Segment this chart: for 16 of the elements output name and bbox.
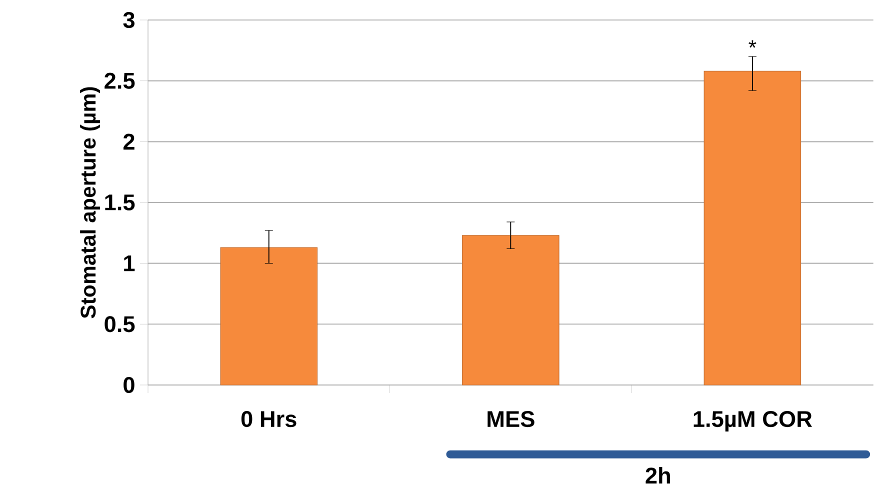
- y-tick-label: 0.5: [104, 316, 135, 332]
- y-tick-label: 3: [123, 12, 134, 28]
- y-tick-label: 0: [124, 376, 134, 394]
- annotation: *: [748, 40, 756, 48]
- bar: [462, 235, 560, 386]
- x-tick-label: MES: [488, 411, 534, 428]
- y-tick-label: 2.5: [104, 72, 135, 89]
- y-axis-title: Stomatal aperture (µm): [80, 87, 100, 318]
- bar: [220, 247, 318, 386]
- y-tick-label: 2: [123, 134, 134, 150]
- x-tick-label: 1.5µM COR: [694, 411, 812, 432]
- x-tick-label: 0 Hrs: [241, 411, 296, 428]
- bar: [704, 70, 802, 386]
- y-tick-label: 1.5: [105, 194, 135, 210]
- y-tick-label: 1: [124, 256, 135, 272]
- text: 2h: [646, 467, 670, 484]
